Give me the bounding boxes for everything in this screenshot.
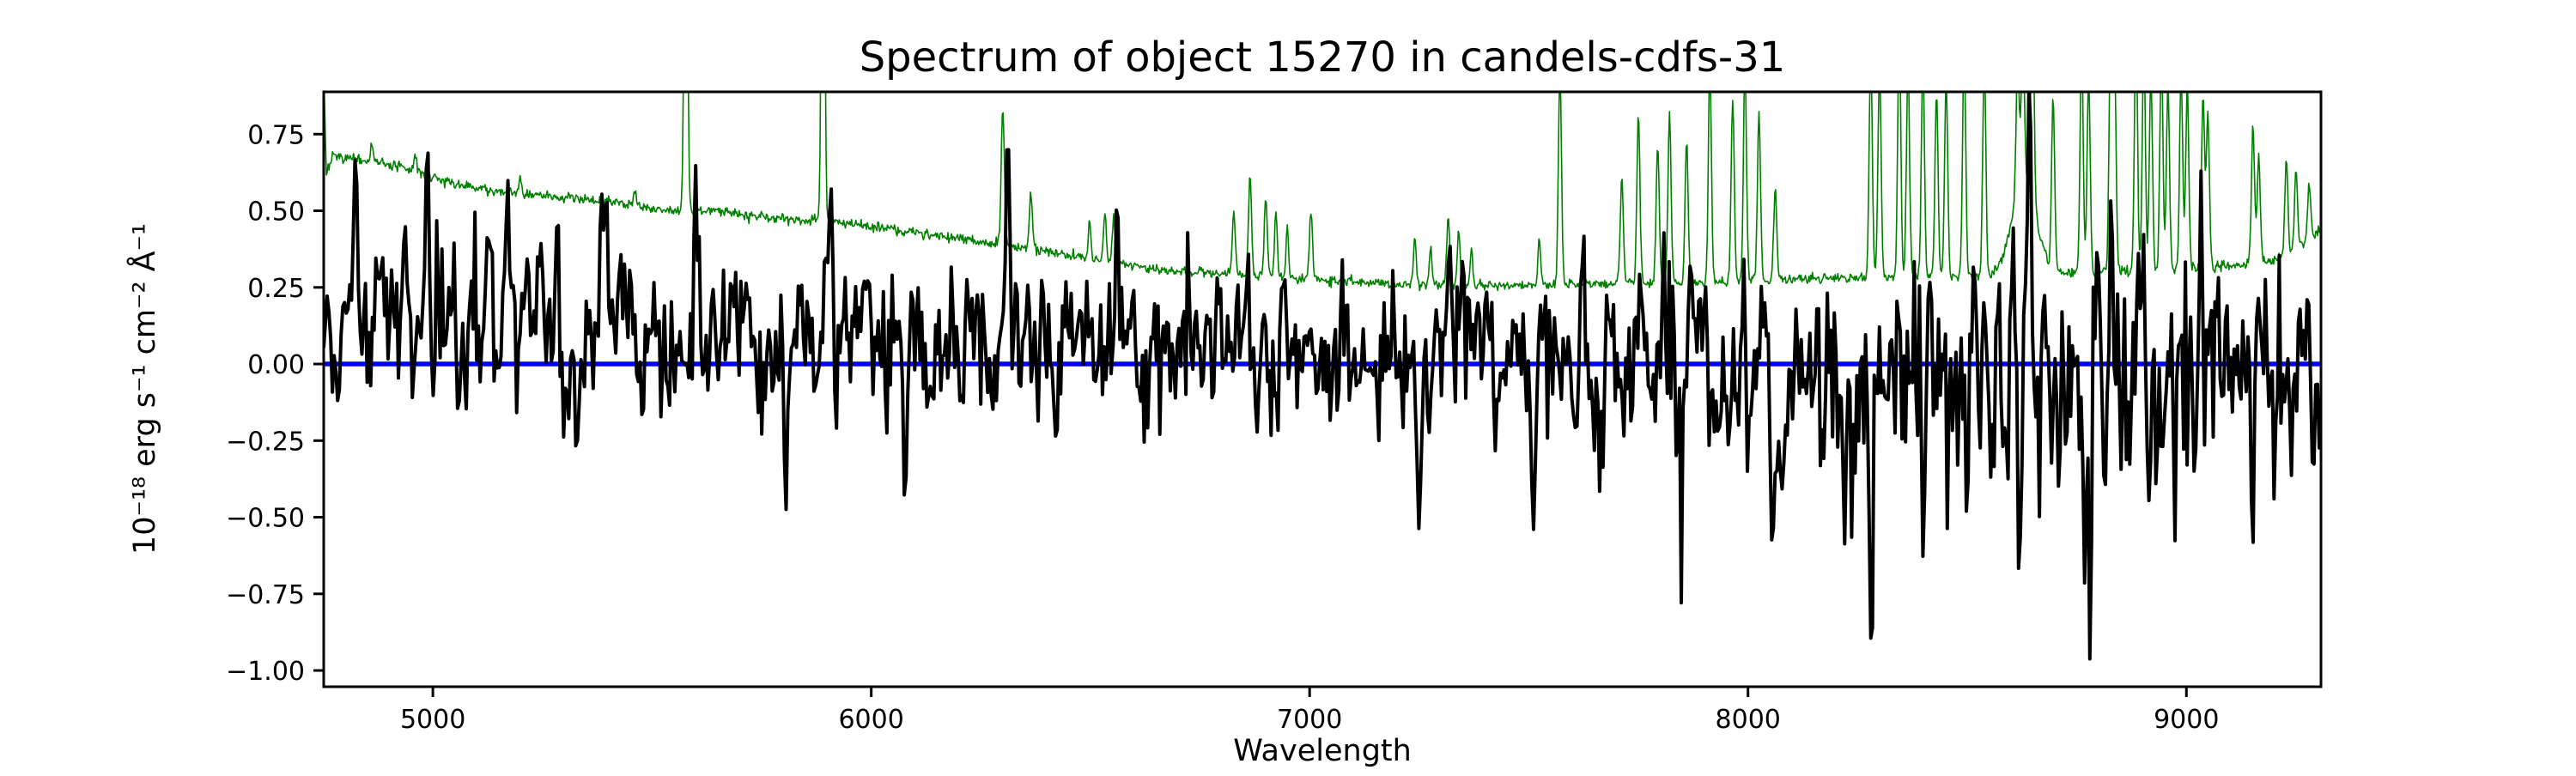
axes-spines xyxy=(322,90,2323,688)
y-tick-label-0.75: 0.75 xyxy=(247,120,305,150)
x-tick-label-6000: 6000 xyxy=(838,705,903,735)
sky-noise-line xyxy=(324,92,2321,292)
y-tick-label--0.75: −0.75 xyxy=(226,580,305,610)
x-axis-label: Wavelength xyxy=(1233,734,1412,768)
x-tick-label-9000: 9000 xyxy=(2154,705,2219,735)
series-group xyxy=(324,92,2321,661)
ticks-group: 5000 6000 7000 8000 9000 0.75 0.50 0.25 0.00 −0.2… xyxy=(226,120,2219,735)
y-tick-label-0: 0.00 xyxy=(247,350,305,380)
chart-title: Spectrum of object 15270 in candels-cdfs… xyxy=(860,33,1786,82)
y-axis-label: 10⁻¹⁸ erg s⁻¹ cm⁻² Å⁻¹ xyxy=(125,223,162,555)
x-tick-label-5000: 5000 xyxy=(400,705,465,735)
y-tick-label--0.5: −0.50 xyxy=(226,504,305,534)
y-tick-label-0.5: 0.50 xyxy=(247,197,305,227)
x-tick-label-7000: 7000 xyxy=(1277,705,1342,735)
x-tick-label-8000: 8000 xyxy=(1716,705,1781,735)
observed-flux-line xyxy=(324,92,2321,661)
y-tick-label--0.25: −0.25 xyxy=(226,427,305,457)
y-tick-label--1: −1.00 xyxy=(226,657,305,687)
y-tick-label-0.25: 0.25 xyxy=(247,274,305,304)
